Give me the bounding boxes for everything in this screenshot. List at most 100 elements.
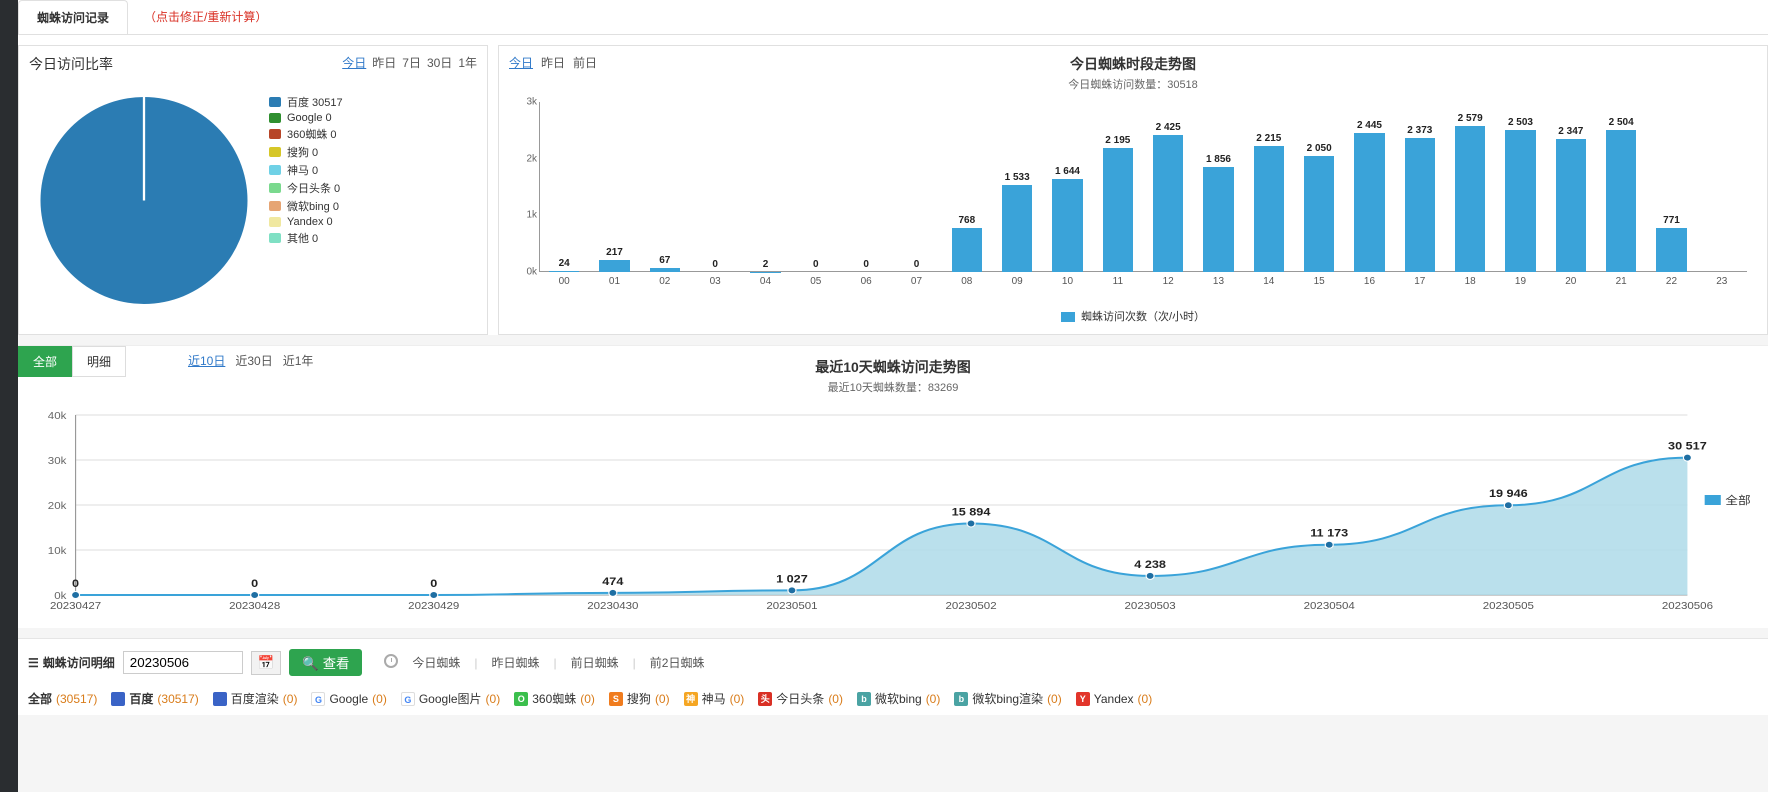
- bar-col: 2 34720: [1546, 102, 1596, 272]
- legend-item[interactable]: 今日头条 0: [269, 180, 343, 196]
- bar-col: 76808: [942, 102, 992, 272]
- bar-legend: 蜘蛛访问次数（次/小时）: [509, 308, 1757, 324]
- legend-label: 神马 0: [287, 162, 318, 178]
- legend-item[interactable]: 百度 30517: [269, 94, 343, 110]
- filter-icon: b: [857, 692, 871, 706]
- filter-icon: G: [311, 692, 325, 706]
- bar-ytick: 3k: [509, 97, 537, 108]
- filter-item[interactable]: b微软bing(0): [857, 690, 940, 707]
- pie-range-0[interactable]: 今日: [342, 54, 366, 71]
- legend-label: Yandex 0: [287, 216, 333, 228]
- bar-range-0[interactable]: 今日: [509, 54, 533, 71]
- filter-name: Yandex: [1094, 692, 1134, 706]
- filter-icon: G: [401, 692, 415, 706]
- filter-item[interactable]: S搜狗(0): [609, 690, 670, 707]
- pie-range-3[interactable]: 30日: [427, 54, 452, 71]
- bar-x-label: 04: [740, 276, 790, 287]
- svg-text:11 173: 11 173: [1310, 527, 1348, 540]
- filter-item[interactable]: GGoogle图片(0): [401, 690, 500, 707]
- bar-x-label: 19: [1495, 276, 1545, 287]
- bar-x-label: 09: [992, 276, 1042, 287]
- pie-range-1[interactable]: 昨日: [372, 54, 396, 71]
- svg-text:20230502: 20230502: [945, 601, 996, 612]
- date-input[interactable]: [123, 651, 243, 674]
- legend-swatch: [269, 183, 281, 193]
- filter-count: (0): [926, 692, 941, 706]
- legend-label: 搜狗 0: [287, 144, 318, 160]
- bar-col: 006: [841, 102, 891, 272]
- trend-range-0[interactable]: 近10日: [188, 352, 225, 369]
- legend-item[interactable]: 360蜘蛛 0: [269, 126, 343, 142]
- bar: [549, 271, 579, 272]
- filter-item[interactable]: O360蜘蛛(0): [514, 690, 595, 707]
- filter-item[interactable]: GGoogle(0): [311, 690, 386, 707]
- bar-x-label: 12: [1143, 276, 1193, 287]
- trend-tab-1[interactable]: 明细: [72, 346, 126, 377]
- bar-value-label: 771: [1646, 215, 1696, 226]
- filter-item[interactable]: 全部(30517): [28, 690, 97, 707]
- bar: [1153, 135, 1183, 272]
- trend-tab-0[interactable]: 全部: [18, 346, 72, 377]
- filter-name: 微软bing渲染: [972, 690, 1043, 707]
- pie-range-4[interactable]: 1年: [458, 54, 477, 71]
- filter-item[interactable]: 百度渲染(0): [213, 690, 298, 707]
- svg-text:15 894: 15 894: [952, 505, 991, 518]
- legend-item[interactable]: 微软bing 0: [269, 198, 343, 214]
- bar-x-label: 17: [1395, 276, 1445, 287]
- bar-x-label: 23: [1697, 276, 1747, 287]
- svg-text:20230430: 20230430: [587, 601, 638, 612]
- legend-item[interactable]: Yandex 0: [269, 216, 343, 228]
- calendar-button[interactable]: 📅: [251, 651, 282, 675]
- trend-subtitle: 最近10天蜘蛛数量：83269: [18, 379, 1768, 395]
- quick-links: 今日蜘蛛|昨日蜘蛛|前日蜘蛛|前2日蜘蛛: [384, 654, 704, 671]
- filter-item[interactable]: 头今日头条(0): [758, 690, 843, 707]
- legend-item[interactable]: 搜狗 0: [269, 144, 343, 160]
- bar-col: 2 21514: [1244, 102, 1294, 272]
- bar-x-label: 03: [690, 276, 740, 287]
- bar: [1103, 148, 1133, 272]
- bar-value-label: 67: [640, 255, 690, 266]
- filter-item[interactable]: 百度(30517): [111, 690, 198, 707]
- legend-item[interactable]: 神马 0: [269, 162, 343, 178]
- bar-x-label: 15: [1294, 276, 1344, 287]
- filter-name: 全部: [28, 690, 52, 707]
- bar-x-label: 22: [1646, 276, 1696, 287]
- bar-value-label: 2 347: [1546, 126, 1596, 137]
- pie-range-2[interactable]: 7日: [402, 54, 421, 71]
- quick-link-3[interactable]: 前2日蜘蛛: [650, 654, 705, 671]
- legend-swatch: [269, 201, 281, 211]
- svg-text:20230504: 20230504: [1304, 601, 1355, 612]
- svg-text:474: 474: [602, 575, 624, 588]
- search-button[interactable]: 🔍 查看: [289, 649, 362, 676]
- trend-range-1[interactable]: 近30日: [235, 352, 272, 369]
- bar-value-label: 0: [791, 259, 841, 270]
- quick-link-2[interactable]: 前日蜘蛛: [571, 654, 619, 671]
- tab-spider-log[interactable]: 蜘蛛访问记录: [18, 0, 128, 34]
- bar-value-label: 2 579: [1445, 113, 1495, 124]
- filter-item[interactable]: b微软bing渲染(0): [954, 690, 1061, 707]
- legend-item[interactable]: Google 0: [269, 112, 343, 124]
- quick-link-1[interactable]: 昨日蜘蛛: [492, 654, 540, 671]
- filter-item[interactable]: YYandex(0): [1076, 690, 1152, 707]
- bar-range-2[interactable]: 前日: [573, 54, 597, 71]
- filter-count: (0): [486, 692, 501, 706]
- bar-col: 2400: [539, 102, 589, 272]
- recalculate-link[interactable]: （点击修正/重新计算）: [134, 0, 277, 34]
- bar-col: 007: [891, 102, 941, 272]
- bar-value-label: 2 425: [1143, 122, 1193, 133]
- legend-item[interactable]: 其他 0: [269, 230, 343, 246]
- legend-label: 微软bing 0: [287, 198, 339, 214]
- bar-col: 6702: [640, 102, 690, 272]
- quick-link-0[interactable]: 今日蜘蛛: [412, 654, 460, 671]
- bar-range-1[interactable]: 昨日: [541, 54, 565, 71]
- trend-range-2[interactable]: 近1年: [283, 352, 314, 369]
- legend-swatch: [269, 217, 281, 227]
- bar-range-links: 今日昨日前日: [509, 54, 597, 71]
- filter-item[interactable]: 神神马(0): [684, 690, 745, 707]
- bar-x-label: 21: [1596, 276, 1646, 287]
- filter-count: (0): [580, 692, 595, 706]
- trend-panel: 全部明细 近10日近30日近1年 最近10天蜘蛛访问走势图 最近10天蜘蛛数量：…: [18, 345, 1768, 628]
- bar-value-label: 2 503: [1495, 117, 1545, 128]
- trend-range-links: 近10日近30日近1年: [188, 352, 313, 369]
- bar-value-label: 2 195: [1093, 135, 1143, 146]
